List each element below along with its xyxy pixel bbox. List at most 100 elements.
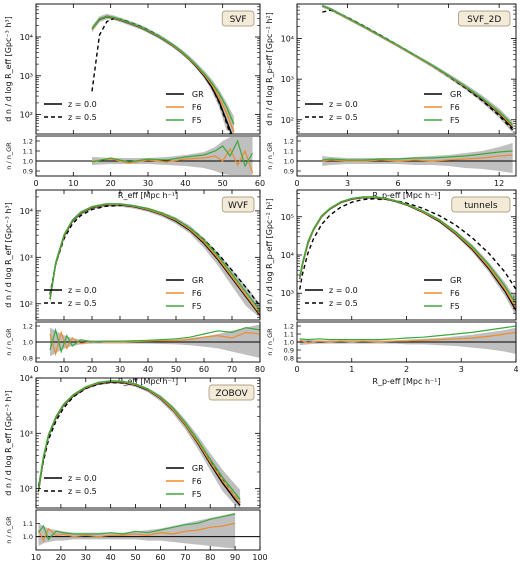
ratio-series-F6 (91, 147, 254, 174)
panel-svf2d: 10² 10³ 10⁴ d n / d log R_p-eff [Gpc⁻² h²] S… (265, 3, 517, 200)
x-axis-label: R_p-eff [Mpc h⁻¹] (372, 191, 440, 200)
x-tick-label: 80 (205, 553, 215, 562)
ratio-plot-area (36, 512, 260, 549)
x-tick-label: 0 (294, 179, 299, 188)
panel-tunnels: 10³ 10⁴ 10⁵ d n / d log R_p-eff [Gpc⁻² h²] t… (265, 189, 519, 386)
main-plot-area (49, 203, 260, 318)
panel-label-box (221, 196, 255, 213)
legend-label-model: GR (192, 464, 204, 473)
y-tick-label: 10⁴ (20, 207, 33, 216)
legend-label-model: F6 (192, 289, 202, 298)
legend-label-model: F5 (192, 302, 202, 311)
y-tick-label: 10² (20, 300, 33, 309)
main-plot-area (37, 380, 241, 508)
ratio-series-F6 (37, 522, 236, 543)
y-tick-label: 10⁴ (20, 33, 33, 42)
ratio-tick-label: 0.8 (23, 355, 33, 363)
x-tick-label: 60 (255, 179, 265, 188)
ratio-frame (35, 509, 261, 551)
ratio-tick-label: 0.9 (23, 168, 33, 176)
series-F5-z0 (322, 4, 514, 126)
x-tick-label: 0 (33, 365, 38, 374)
main-plot-area (299, 196, 516, 317)
legend-label-z: z = 0.5 (68, 487, 97, 496)
legend-label-model: F5 (450, 116, 460, 125)
y-tick-label: 10⁴ (20, 374, 33, 383)
panel-label: SVF_2D (467, 15, 501, 25)
x-axis-label: R_p-eff [Mpc h⁻¹] (372, 377, 440, 386)
ratio-y-label: n / n_GR (5, 328, 13, 356)
y-tick-label: 10³ (20, 72, 33, 81)
x-tick-label: 10 (59, 365, 69, 374)
y-axis-label: d n / d log R_eff [Gpc⁻³ h³] (4, 390, 13, 496)
legend-label-model: F5 (450, 302, 460, 311)
series-GR-z0.5 (299, 198, 516, 290)
series-F6-z0 (91, 15, 235, 133)
ratio-series-F6 (299, 331, 516, 344)
y-tick-label: 10² (20, 485, 33, 494)
ratio-plot-area (36, 137, 260, 175)
y-tick-label: 10² (20, 111, 33, 120)
panel-label: WVF (228, 201, 248, 211)
x-tick-label: 30 (115, 365, 125, 374)
y-axis-label: d n / d log R_p-eff [Gpc⁻² h²] (265, 12, 274, 126)
y-axis-label: d n / d log R_eff [Gpc⁻³ h³] (4, 202, 13, 308)
ratio-y-label: n / n_GR (266, 328, 274, 356)
ratio-tick-label: 1.0 (284, 339, 294, 347)
legend-label-z: z = 0.0 (68, 100, 97, 109)
legend-label-model: F6 (450, 289, 460, 298)
y-tick-label: 10³ (281, 75, 294, 84)
x-tick-label: 70 (227, 365, 237, 374)
x-tick-label: 100 (252, 553, 267, 562)
ratio-series-F5 (322, 150, 513, 161)
panel-label-box (451, 196, 511, 213)
x-tick-label: 20 (106, 179, 116, 188)
x-tick-label: 40 (106, 553, 116, 562)
legend-label-model: GR (192, 90, 204, 99)
series-F5-z0 (299, 196, 516, 305)
ratio-series-F5 (49, 326, 260, 354)
ratio-plot-area (36, 324, 260, 358)
panel-label: SVF (230, 15, 247, 25)
panel-wvf: 10² 10³ 10⁴ d n / d log R_eff [Gpc⁻³ h³] WVF… (4, 189, 265, 386)
x-tick-label: 1 (349, 365, 354, 374)
x-tick-label: 3 (345, 179, 350, 188)
x-tick-label: 20 (56, 553, 66, 562)
ratio-series-F5 (38, 513, 236, 541)
x-axis-label: R_eff [Mpc h⁻¹] (118, 377, 178, 386)
legend-label-model: GR (450, 276, 462, 285)
x-tick-label: 60 (155, 553, 165, 562)
ratio-tick-label: 1.0 (284, 158, 294, 166)
ratio-y-label: n / n_GR (5, 516, 13, 544)
series-F5-z0 (37, 380, 241, 501)
legend-label-model: F5 (192, 490, 202, 499)
x-tick-label: 30 (81, 553, 91, 562)
ratio-band (38, 512, 236, 549)
legend-label-model: F6 (450, 103, 460, 112)
ratio-tick-label: 0.9 (284, 347, 294, 355)
y-tick-label: 10³ (281, 289, 294, 298)
x-tick-label: 10 (31, 553, 41, 562)
series-F6-z0 (49, 203, 260, 315)
panel-label: ZOBOV (215, 389, 248, 399)
x-tick-label: 9 (446, 179, 451, 188)
ratio-frame (296, 135, 517, 177)
ratio-y-label: n / n_GR (266, 142, 274, 170)
ratio-tick-label: 1.1 (284, 331, 294, 339)
panel-label-box (458, 10, 511, 27)
ratio-plot-area (297, 325, 516, 354)
ratio-tick-label: 0.9 (284, 168, 294, 176)
series-F5-z0 (91, 15, 235, 125)
ratio-band (92, 137, 253, 175)
x-tick-label: 50 (130, 553, 140, 562)
main-plot-area (91, 13, 235, 134)
panel-label: tunnels (464, 201, 498, 211)
legend-label-model: GR (192, 276, 204, 285)
x-tick-label: 4 (513, 365, 518, 374)
legend-label-z: z = 0.0 (329, 286, 358, 295)
x-tick-label: 70 (180, 553, 190, 562)
main-plot-area (322, 4, 514, 133)
ratio-series-F6 (322, 154, 513, 162)
ratio-tick-label: 1.2 (284, 323, 294, 331)
